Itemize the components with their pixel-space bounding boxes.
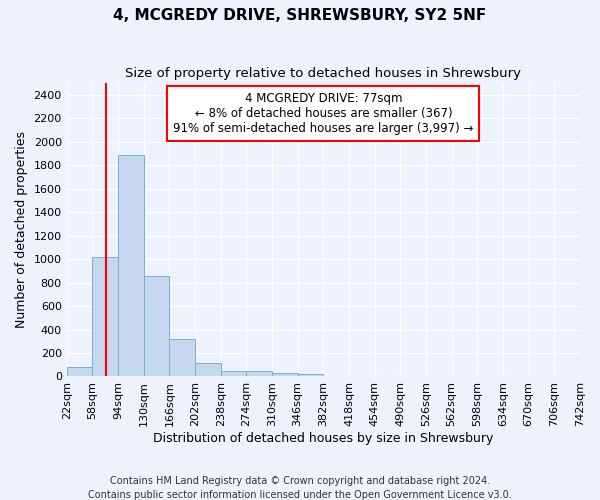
X-axis label: Distribution of detached houses by size in Shrewsbury: Distribution of detached houses by size … [153, 432, 494, 445]
Bar [298, 374, 323, 376]
Text: 4, MCGREDY DRIVE, SHREWSBURY, SY2 5NF: 4, MCGREDY DRIVE, SHREWSBURY, SY2 5NF [113, 8, 487, 22]
Bar [272, 373, 298, 376]
Bar [143, 276, 169, 376]
Bar [195, 363, 221, 376]
Text: Contains HM Land Registry data © Crown copyright and database right 2024.
Contai: Contains HM Land Registry data © Crown c… [88, 476, 512, 500]
Bar [247, 371, 272, 376]
Bar [221, 370, 247, 376]
Y-axis label: Number of detached properties: Number of detached properties [15, 132, 28, 328]
Bar [67, 367, 92, 376]
Title: Size of property relative to detached houses in Shrewsbury: Size of property relative to detached ho… [125, 68, 521, 80]
Bar [118, 154, 143, 376]
Bar [92, 257, 118, 376]
Bar [169, 339, 195, 376]
Text: 4 MCGREDY DRIVE: 77sqm
← 8% of detached houses are smaller (367)
91% of semi-det: 4 MCGREDY DRIVE: 77sqm ← 8% of detached … [173, 92, 473, 135]
